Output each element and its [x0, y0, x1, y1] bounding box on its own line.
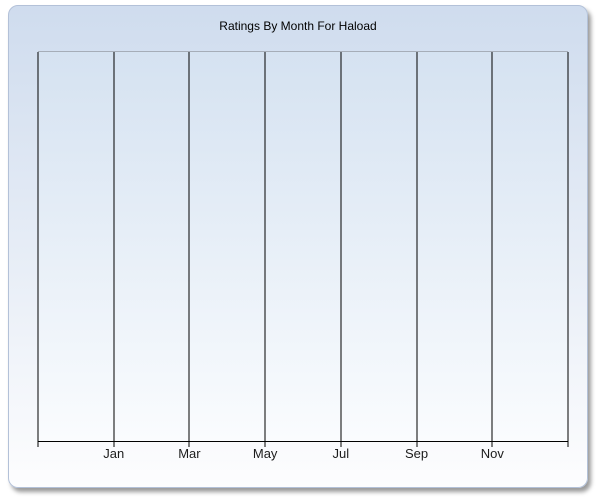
gridline: [491, 52, 493, 442]
gridline: [567, 52, 569, 442]
x-tick-label: Sep: [404, 446, 429, 461]
gridline: [188, 52, 190, 442]
x-axis-line: [38, 441, 568, 442]
axis-tick: [113, 442, 115, 447]
axis-tick: [37, 442, 39, 447]
gridlines: [37, 52, 569, 442]
gridline: [113, 52, 115, 442]
axis-tick: [567, 442, 569, 447]
gridline: [416, 52, 418, 442]
gridline: [340, 52, 342, 442]
plot-area: [37, 51, 569, 442]
x-tick-label: Jan: [103, 446, 125, 461]
chart-title: Ratings By Month For Haload: [219, 19, 377, 33]
x-axis-ticks: [37, 442, 569, 447]
x-tick-label: Nov: [480, 446, 504, 461]
axis-tick: [340, 442, 342, 447]
axis-tick: [491, 442, 493, 447]
gridline: [37, 52, 39, 442]
axis-tick: [416, 442, 418, 447]
axis-tick: [264, 442, 266, 447]
x-tick-label: May: [252, 446, 278, 461]
axis-tick: [188, 442, 190, 447]
gridline: [264, 52, 266, 442]
x-tick-label: Jul: [332, 446, 350, 461]
x-tick-label: Mar: [178, 446, 201, 461]
x-axis-labels: Jan Mar May Jul Sep Nov: [38, 446, 568, 462]
